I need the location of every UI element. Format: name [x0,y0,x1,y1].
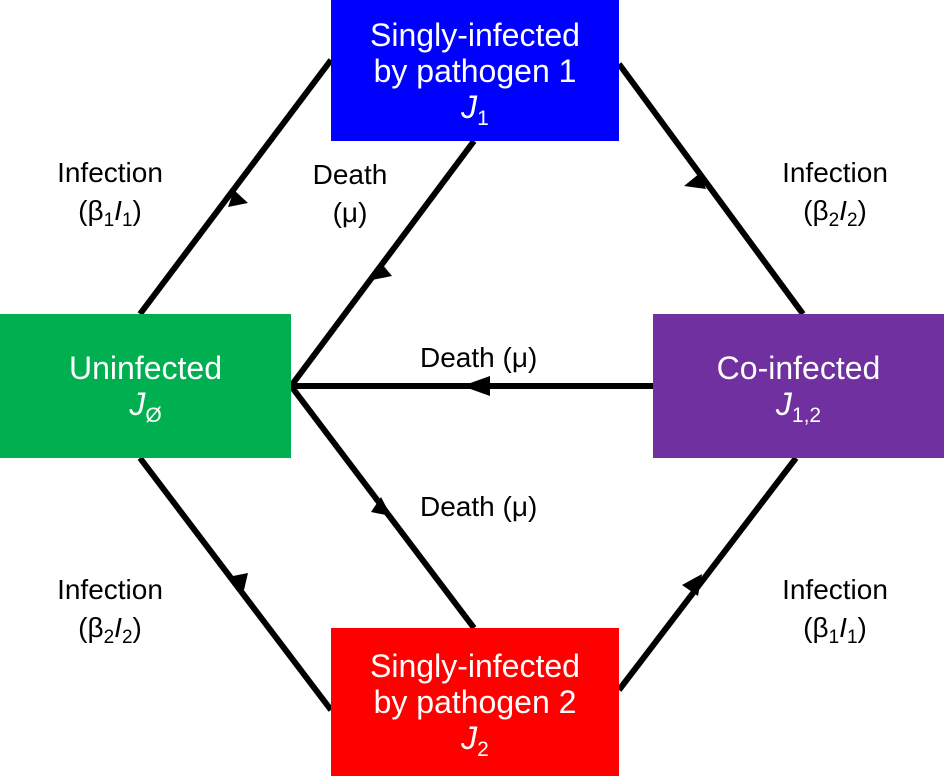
node-singly-infected-1-line2: by pathogen 1 [373,52,577,89]
edge-singly-1-death [288,139,477,388]
node-uninfected: Uninfected JØ [0,314,291,458]
label-infection-top-left: Infection (β1I1) [57,157,163,231]
node-singly-infected-1-line1: Singly-infected [370,16,580,53]
arrowhead-singly-1-death [372,264,392,280]
arrowhead-singly-1-to-co-infected [684,173,706,189]
edge-uninfected-to-singly-2 [137,456,334,712]
edge-singly-2-to-co-infected [616,456,799,692]
arrowhead-uninfected-to-singly-2 [228,573,248,590]
node-singly-infected-2-line2: by pathogen 2 [373,684,577,720]
edge-singly-1-to-co-infected [616,62,806,316]
node-uninfected-label: Uninfected [69,350,222,386]
arrowhead-co-infected-death [462,376,490,396]
node-singly-infected-1-symbol: J1 [461,88,489,130]
label-death-bottom: Death (μ) [420,491,538,522]
label-infection-top-right: Infection (β2I2) [782,157,888,231]
label-infection-bottom-right: Infection (β1I1) [782,574,888,648]
edge-uninfected-to-singly-1 [137,58,334,316]
arrowhead-uninfected-to-singly-1 [228,190,248,207]
node-singly-infected-2-symbol: J2 [461,720,489,761]
node-uninfected-symbol: JØ [129,386,162,427]
label-death-top: Death (μ) [312,159,388,228]
node-co-infected: Co-infected J1,2 [653,314,944,458]
node-singly-infected-2: Singly-infected by pathogen 2 J2 [331,628,619,776]
node-co-infected-label: Co-infected [716,350,881,386]
node-singly-infected-2-line1: Singly-infected [370,648,580,684]
label-infection-bottom-left: Infection (β2I2) [57,574,163,648]
node-co-infected-symbol: J1,2 [775,386,822,427]
node-singly-infected-1: Singly-infected by pathogen 1 J1 [331,0,619,141]
label-death-middle: Death (μ) [420,342,538,373]
arrowhead-singly-2-death [371,497,391,516]
arrowhead-singly-2-to-co-infected [682,574,702,596]
